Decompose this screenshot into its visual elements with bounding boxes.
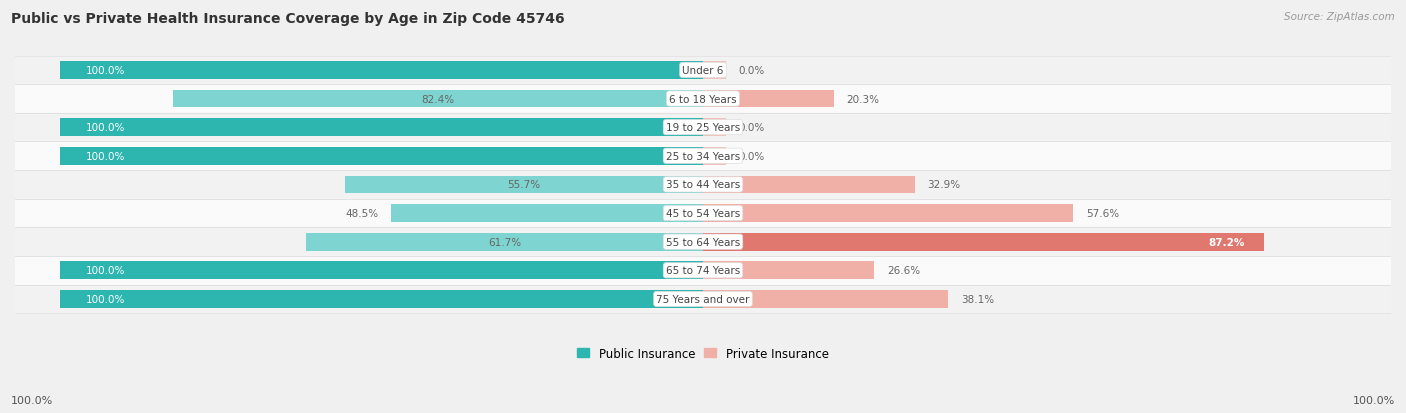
- Text: Source: ZipAtlas.com: Source: ZipAtlas.com: [1284, 12, 1395, 22]
- Bar: [15, 256, 1391, 285]
- Text: 55.7%: 55.7%: [508, 180, 540, 190]
- Text: 48.5%: 48.5%: [344, 209, 378, 218]
- Bar: [60, 290, 703, 308]
- Text: 35 to 44 Years: 35 to 44 Years: [666, 180, 740, 190]
- Text: 0.0%: 0.0%: [738, 123, 765, 133]
- Bar: [60, 62, 703, 80]
- Text: 100.0%: 100.0%: [86, 123, 125, 133]
- Text: 6 to 18 Years: 6 to 18 Years: [669, 94, 737, 104]
- Text: 55 to 64 Years: 55 to 64 Years: [666, 237, 740, 247]
- Text: 100.0%: 100.0%: [86, 66, 125, 76]
- Bar: [703, 262, 875, 280]
- Bar: [703, 176, 914, 194]
- Text: 26.6%: 26.6%: [887, 266, 920, 275]
- Bar: [703, 147, 725, 165]
- Bar: [15, 114, 1391, 142]
- Bar: [60, 147, 703, 165]
- Bar: [15, 85, 1391, 114]
- Text: 100.0%: 100.0%: [11, 395, 53, 405]
- Bar: [703, 290, 948, 308]
- Text: Under 6: Under 6: [682, 66, 724, 76]
- Bar: [15, 142, 1391, 171]
- Text: 0.0%: 0.0%: [738, 66, 765, 76]
- Bar: [307, 233, 703, 251]
- Bar: [15, 171, 1391, 199]
- Text: 57.6%: 57.6%: [1087, 209, 1119, 218]
- Text: 38.1%: 38.1%: [960, 294, 994, 304]
- Bar: [15, 285, 1391, 313]
- Bar: [703, 62, 725, 80]
- Text: Public vs Private Health Insurance Coverage by Age in Zip Code 45746: Public vs Private Health Insurance Cover…: [11, 12, 565, 26]
- Text: 100.0%: 100.0%: [86, 266, 125, 275]
- Bar: [703, 233, 1264, 251]
- Bar: [15, 228, 1391, 256]
- Bar: [15, 57, 1391, 85]
- Bar: [60, 262, 703, 280]
- Text: 100.0%: 100.0%: [86, 152, 125, 161]
- Bar: [15, 199, 1391, 228]
- Text: 82.4%: 82.4%: [422, 94, 454, 104]
- Text: 65 to 74 Years: 65 to 74 Years: [666, 266, 740, 275]
- Bar: [173, 90, 703, 108]
- Bar: [703, 205, 1073, 222]
- Text: 45 to 54 Years: 45 to 54 Years: [666, 209, 740, 218]
- Text: 75 Years and over: 75 Years and over: [657, 294, 749, 304]
- Text: 100.0%: 100.0%: [86, 294, 125, 304]
- Text: 61.7%: 61.7%: [488, 237, 522, 247]
- Text: 100.0%: 100.0%: [1353, 395, 1395, 405]
- Text: 87.2%: 87.2%: [1208, 237, 1244, 247]
- Text: 0.0%: 0.0%: [738, 152, 765, 161]
- Text: 25 to 34 Years: 25 to 34 Years: [666, 152, 740, 161]
- Text: 19 to 25 Years: 19 to 25 Years: [666, 123, 740, 133]
- Bar: [703, 119, 725, 137]
- Bar: [391, 205, 703, 222]
- Bar: [344, 176, 703, 194]
- Bar: [60, 119, 703, 137]
- Text: 32.9%: 32.9%: [928, 180, 960, 190]
- Text: 20.3%: 20.3%: [846, 94, 879, 104]
- Bar: [703, 90, 834, 108]
- Legend: Public Insurance, Private Insurance: Public Insurance, Private Insurance: [578, 347, 828, 360]
